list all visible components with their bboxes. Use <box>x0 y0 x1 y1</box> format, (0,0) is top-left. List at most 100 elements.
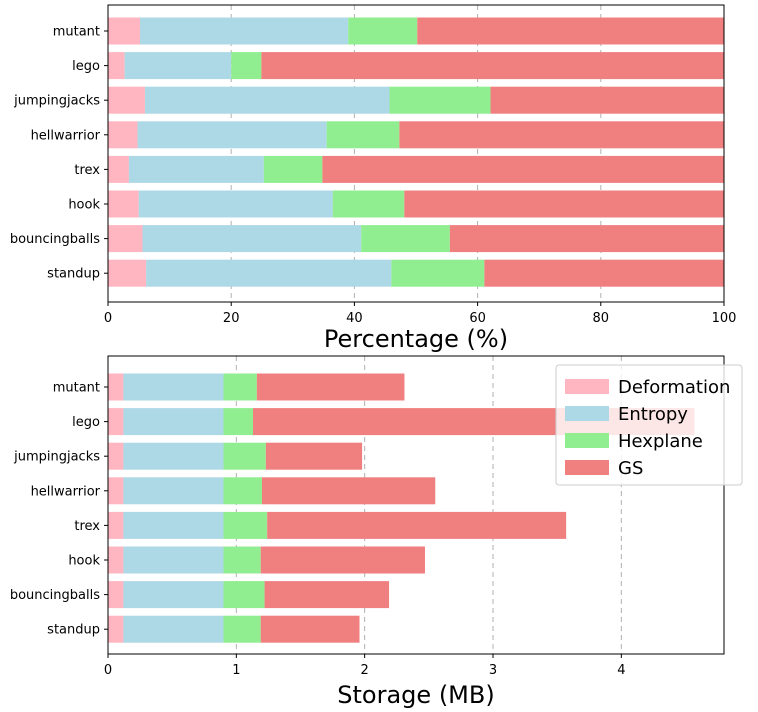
category-label-hook: hook <box>68 554 100 569</box>
legend-label-gs: GS <box>618 458 643 479</box>
plot-frame <box>107 4 725 303</box>
bar-standup-hexplane <box>391 259 485 287</box>
bar-bouncingballs-entropy <box>142 225 362 253</box>
bar-jumpingjacks-deformation <box>108 86 145 114</box>
legend-swatch-entropy <box>565 406 609 421</box>
bar-standup-gs <box>260 615 360 643</box>
bar-trex-deformation <box>108 155 129 183</box>
bar-bouncingballs-gs <box>449 225 724 253</box>
bar-lego-deformation <box>108 408 124 436</box>
bar-mutant-deformation <box>108 373 124 401</box>
bar-lego-hexplane <box>231 52 262 80</box>
bar-standup-gs <box>484 259 724 287</box>
bar-mutant-hexplane <box>348 17 418 45</box>
bar-jumpingjacks-gs <box>265 442 363 470</box>
bar-trex-hexplane <box>263 155 323 183</box>
category-label-bouncingballs: bouncingballs <box>10 232 100 247</box>
bar-jumpingjacks-entropy <box>144 86 390 114</box>
bar-lego-entropy <box>124 52 232 80</box>
bar-hellwarrior-hexplane <box>326 121 400 149</box>
category-label-lego: lego <box>72 59 100 74</box>
bar-trex-deformation <box>108 511 124 539</box>
bar-hook-deformation <box>108 546 124 574</box>
bar-hook-gs <box>404 190 724 218</box>
bar-trex-gs <box>267 511 567 539</box>
bar-hook-entropy <box>138 190 333 218</box>
bar-hellwarrior-deformation <box>108 477 124 505</box>
x-tick-label-0: 0 <box>104 663 112 678</box>
bar-trex-gs <box>322 155 724 183</box>
category-label-jumpingjacks: jumpingjacks <box>13 450 100 465</box>
bar-hellwarrior-gs <box>399 121 724 149</box>
bar-hellwarrior-gs <box>262 477 436 505</box>
bar-trex-entropy <box>128 155 264 183</box>
bar-bouncingballs-hexplane <box>361 225 450 253</box>
bar-hellwarrior-deformation <box>108 121 138 149</box>
x-tick-label-60: 60 <box>469 311 486 326</box>
bar-jumpingjacks-hexplane <box>223 442 266 470</box>
x-axis-title: Percentage (%) <box>324 325 508 353</box>
bar-standup-entropy <box>146 259 392 287</box>
bar-standup-deformation <box>108 259 147 287</box>
bar-standup-deformation <box>108 615 124 643</box>
bar-hook-gs <box>260 546 425 574</box>
legend-label-deformation: Deformation <box>618 377 730 398</box>
bar-lego-hexplane <box>223 408 254 436</box>
category-label-trex: trex <box>74 519 100 534</box>
category-label-jumpingjacks: jumpingjacks <box>13 94 100 109</box>
bar-hook-deformation <box>108 190 139 218</box>
chart-panel-1: mutant lego jumpingjacks hellwarrior trex hoo… <box>10 4 737 353</box>
bar-standup-entropy <box>123 615 224 643</box>
x-tick-label-4: 4 <box>617 663 625 678</box>
bar-jumpingjacks-hexplane <box>389 86 491 114</box>
x-tick-label-2: 2 <box>361 663 369 678</box>
bar-hook-hexplane <box>332 190 405 218</box>
legend-swatch-gs <box>565 460 609 475</box>
bar-mutant-gs <box>417 17 724 45</box>
bar-mutant-deformation <box>108 17 141 45</box>
category-label-standup: standup <box>47 267 100 282</box>
bar-bouncingballs-deformation <box>108 581 124 609</box>
category-label-mutant: mutant <box>53 25 100 40</box>
bar-mutant-gs <box>256 373 405 401</box>
bar-standup-hexplane <box>223 615 261 643</box>
legend-swatch-hexplane <box>565 433 609 448</box>
chart-panel-2: mutant lego jumpingjacks hellwarrior trex hoo… <box>10 355 743 709</box>
x-tick-label-0: 0 <box>104 311 112 326</box>
category-label-lego: lego <box>72 415 100 430</box>
bar-mutant-entropy <box>123 373 224 401</box>
bar-hellwarrior-hexplane <box>223 477 262 505</box>
x-tick-label-40: 40 <box>346 311 363 326</box>
bar-lego-deformation <box>108 52 125 80</box>
bar-bouncingballs-entropy <box>123 581 224 609</box>
x-tick-label-80: 80 <box>593 311 610 326</box>
category-label-hook: hook <box>68 198 100 213</box>
bar-jumpingjacks-entropy <box>123 442 224 470</box>
legend-box <box>555 364 743 486</box>
bar-hellwarrior-entropy <box>137 121 327 149</box>
category-label-hellwarrior: hellwarrior <box>31 484 101 499</box>
bar-bouncingballs-deformation <box>108 225 143 253</box>
bar-bouncingballs-hexplane <box>223 581 265 609</box>
legend-label-entropy: Entropy <box>618 404 688 425</box>
bar-jumpingjacks-gs <box>490 86 724 114</box>
bar-trex-hexplane <box>223 511 268 539</box>
category-label-standup: standup <box>47 623 100 638</box>
category-label-hellwarrior: hellwarrior <box>31 128 101 143</box>
plot-frame <box>107 355 725 655</box>
x-axis-title: Storage (MB) <box>337 681 494 709</box>
category-label-bouncingballs: bouncingballs <box>10 588 100 603</box>
legend-swatch-deformation <box>565 379 609 394</box>
bar-hook-hexplane <box>223 546 261 574</box>
legend: Deformation Entropy Hexplane GS <box>555 364 743 486</box>
x-tick-label-100: 100 <box>712 311 737 326</box>
bar-mutant-entropy <box>140 17 349 45</box>
bar-mutant-hexplane <box>223 373 257 401</box>
category-label-trex: trex <box>74 163 100 178</box>
bar-lego-entropy <box>123 408 224 436</box>
bar-jumpingjacks-deformation <box>108 442 124 470</box>
category-label-mutant: mutant <box>53 381 100 396</box>
legend-label-hexplane: Hexplane <box>618 431 703 452</box>
bar-trex-entropy <box>123 511 224 539</box>
